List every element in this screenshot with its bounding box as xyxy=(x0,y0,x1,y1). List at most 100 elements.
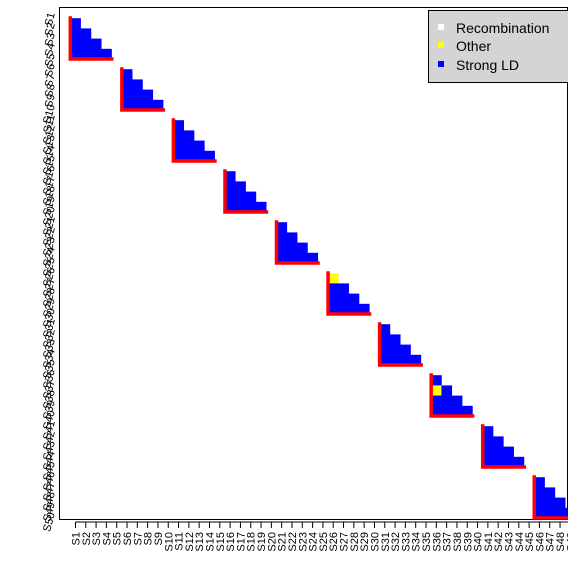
x-tick-label: S14 xyxy=(205,532,217,552)
ld-cell xyxy=(554,497,566,509)
y-tick-label: S47 xyxy=(41,480,58,502)
ld-cell xyxy=(503,456,514,468)
x-tick-label: S43 xyxy=(503,532,515,552)
y-tick-label: S24 xyxy=(41,246,58,268)
ld-cell xyxy=(389,354,401,366)
y-tick-label: S36 xyxy=(41,368,58,390)
y-tick-label: S44 xyxy=(41,450,58,472)
x-tick-label: S45 xyxy=(524,532,536,552)
ld-cell xyxy=(482,436,494,447)
ld-cell xyxy=(348,303,360,315)
ld-cell xyxy=(328,293,339,305)
ld-cell xyxy=(493,446,504,458)
x-tick-label: S47 xyxy=(545,532,557,552)
y-tick-label: S45 xyxy=(41,460,58,482)
ld-cell xyxy=(286,232,298,243)
ld-cell xyxy=(379,334,391,345)
ld-cell xyxy=(276,252,288,264)
ld-cell xyxy=(255,201,267,213)
y-tick-label: S13 xyxy=(41,134,58,156)
ld-cell xyxy=(482,446,494,458)
y-tick-label: S5 xyxy=(43,52,58,68)
ld-cell xyxy=(307,252,319,264)
y-tick-label: S21 xyxy=(41,215,58,237)
block-outline xyxy=(532,475,568,520)
ld-cell xyxy=(534,487,545,498)
y-tick-label: S46 xyxy=(41,470,58,492)
x-tick-label: S18 xyxy=(246,532,258,552)
y-tick-label: S32 xyxy=(41,327,58,349)
ld-cell xyxy=(410,354,422,366)
ld-cell xyxy=(451,395,463,407)
block-outline xyxy=(68,16,114,61)
ld-cell xyxy=(101,48,112,60)
ld-cell xyxy=(431,375,442,386)
heatmap-cells xyxy=(70,18,568,519)
ld-cell xyxy=(276,232,288,243)
ld-cell xyxy=(286,242,298,254)
ld-cell xyxy=(544,497,556,509)
ld-cell xyxy=(441,395,453,407)
y-tick-label: S18 xyxy=(41,185,58,207)
ld-cell xyxy=(245,191,257,203)
y-tick-label: S15 xyxy=(41,154,58,176)
y-tick-label: S8 xyxy=(43,83,58,99)
ld-cell xyxy=(132,89,143,101)
ld-cell xyxy=(80,48,92,60)
y-tick-label: S33 xyxy=(41,338,58,360)
x-tick-label: S15 xyxy=(215,532,227,552)
ld-cell xyxy=(235,181,246,192)
x-axis: S1S2S3S4S5S6S7S8S9S10S11S12S13S14S15S16S… xyxy=(70,521,568,552)
x-tick-label: S22 xyxy=(287,532,299,552)
x-tick-label: S46 xyxy=(534,532,546,552)
ld-cell xyxy=(534,507,545,519)
block-outline xyxy=(120,67,166,112)
ld-cell xyxy=(482,456,494,468)
ld-cell xyxy=(132,99,143,111)
y-tick-label: S28 xyxy=(41,287,58,309)
y-tick-label: S48 xyxy=(41,491,58,513)
y-tick-label: S35 xyxy=(41,358,58,380)
y-tick-label: S9 xyxy=(43,93,58,109)
x-tick-label: S21 xyxy=(277,532,289,552)
ld-cell xyxy=(224,191,236,203)
x-tick-label: S38 xyxy=(452,532,464,552)
y-tick-label: S25 xyxy=(41,256,58,278)
ld-cell xyxy=(328,283,339,294)
block-outline xyxy=(274,220,320,265)
x-tick-label: S40 xyxy=(473,532,485,552)
x-tick-label: S9 xyxy=(153,532,165,545)
y-tick-label: S39 xyxy=(41,399,58,421)
x-tick-label: S28 xyxy=(349,532,361,552)
ld-cell xyxy=(80,28,92,39)
ld-cell xyxy=(173,150,185,162)
ld-cell xyxy=(389,344,401,356)
block-outlines xyxy=(68,16,568,520)
x-tick-label: S49 xyxy=(565,532,568,552)
ld-cell xyxy=(400,354,411,366)
y-tick-label: S26 xyxy=(41,266,58,288)
x-tick-label: S1 xyxy=(70,532,82,545)
x-tick-label: S3 xyxy=(91,532,103,545)
legend-label-other: Other xyxy=(456,38,491,54)
ld-cell xyxy=(90,38,102,50)
x-tick-label: S33 xyxy=(400,532,412,552)
ld-cell xyxy=(431,385,442,396)
ld-cell xyxy=(183,130,195,141)
x-tick-label: S6 xyxy=(122,532,134,545)
ld-cell xyxy=(183,140,195,152)
ld-cell xyxy=(431,395,442,407)
ld-cell xyxy=(400,344,411,356)
x-tick-label: S17 xyxy=(235,532,247,552)
ld-cell xyxy=(80,38,92,50)
y-tick-label: S42 xyxy=(41,429,58,451)
y-tick-label: S20 xyxy=(41,205,58,227)
ld-cell xyxy=(513,456,525,468)
ld-cell xyxy=(338,303,349,315)
y-tick-label: S50 xyxy=(41,511,58,533)
x-tick-label: S37 xyxy=(442,532,454,552)
y-tick-label: S16 xyxy=(41,164,58,186)
legend-label-strong-ld: Strong LD xyxy=(456,57,519,73)
y-tick-label: S12 xyxy=(41,123,58,145)
